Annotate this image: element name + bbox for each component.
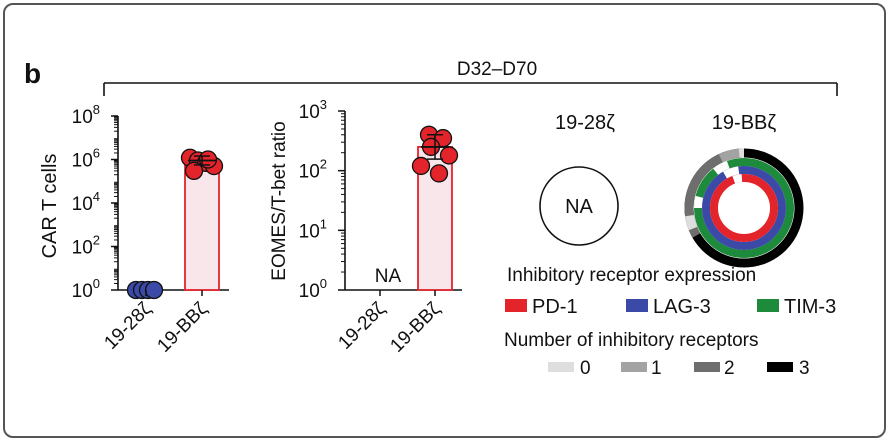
y-tick-exponent: 0 [93,276,100,291]
legend-label-tim3: TIM-3 [784,296,836,318]
y-ticks: 100 102 104 106 108 [72,102,118,302]
y-tick-label: 100 [72,276,100,302]
ring-gap [694,195,704,209]
ring-count-0 [685,214,698,231]
y-tick-label: 104 [72,189,100,215]
y-tick-label: 103 [299,97,327,123]
donut-right-title: 19-BBζ [712,112,777,134]
y-tick-label: 101 [299,216,327,242]
x-tick-label: 19-BBζ [153,298,212,357]
y-tick-exponent: 4 [93,189,100,204]
y-tick-exponent: 0 [320,276,327,291]
y-tick-label: 100 [299,276,327,302]
legend-label-count-3: 3 [799,358,810,379]
ring-lag3 [702,166,786,250]
data-point [439,146,459,165]
donut-left-na: NA [565,196,593,218]
legend-swatch-lag3 [626,299,648,312]
ring-gap [723,166,740,179]
legend-counts: 0 1 2 3 [548,358,810,379]
y-tick-label: 102 [72,233,100,259]
na-label: NA [375,266,402,287]
y-tick-label: 108 [72,102,100,128]
legend-swatch-count-1 [621,362,647,372]
bar [184,159,220,291]
legend-swatch-count-3 [767,362,793,372]
data-point [429,164,449,183]
y-tick-label: 106 [72,146,100,172]
data-point [144,280,164,300]
donut-left-empty [539,166,619,246]
legend-title-receptors: Inhibitory receptor expression [507,265,756,286]
y-tick-exponent: 2 [320,157,327,172]
ring-pd1 [710,174,778,242]
ring-gap [732,174,743,184]
panel-letter: b [24,58,41,89]
data-point [198,150,218,169]
ring-gap [713,161,730,175]
data-point [184,161,204,181]
data-point [411,156,431,176]
y-axis-label: EOMES/T-bet ratio [269,121,290,280]
y-tick-exponent: 2 [93,233,100,248]
x-tick-label: 19-28ζ [100,298,156,354]
legend-label-count-0: 0 [580,358,591,379]
y-tick-exponent: 8 [93,102,100,117]
legend-swatch-count-2 [694,362,720,372]
chart-marks [117,116,229,300]
x-tick-label: 19-28ζ [334,298,390,354]
legend-label-pd1: PD-1 [532,296,578,318]
header-bracket [103,82,838,96]
legend-swatch-tim3 [757,299,779,312]
header-label: D32–D70 [457,59,537,80]
legend-title-counts: Number of inhibitory receptors [504,330,759,351]
donut-right-rings [684,148,804,268]
y-tick-exponent: 6 [93,146,100,161]
legend-swatch-count-0 [548,362,574,372]
x-tick-label: 19-BBζ [386,298,445,357]
legend-receptors: PD-1 LAG-3 TIM-3 [505,296,836,318]
y-tick-exponent: 1 [320,216,327,231]
chart-marks: NA [344,111,462,291]
legend-label-count-2: 2 [724,358,735,379]
y-axis-label: CAR T cells [39,154,61,259]
y-tick-exponent: 3 [320,97,327,112]
legend-swatch-pd1 [505,299,527,312]
legend-label-count-1: 1 [651,358,662,379]
legend-label-lag3: LAG-3 [653,296,711,318]
y-tick-label: 102 [299,157,327,183]
donut-left-title: 19-28ζ [555,112,615,134]
